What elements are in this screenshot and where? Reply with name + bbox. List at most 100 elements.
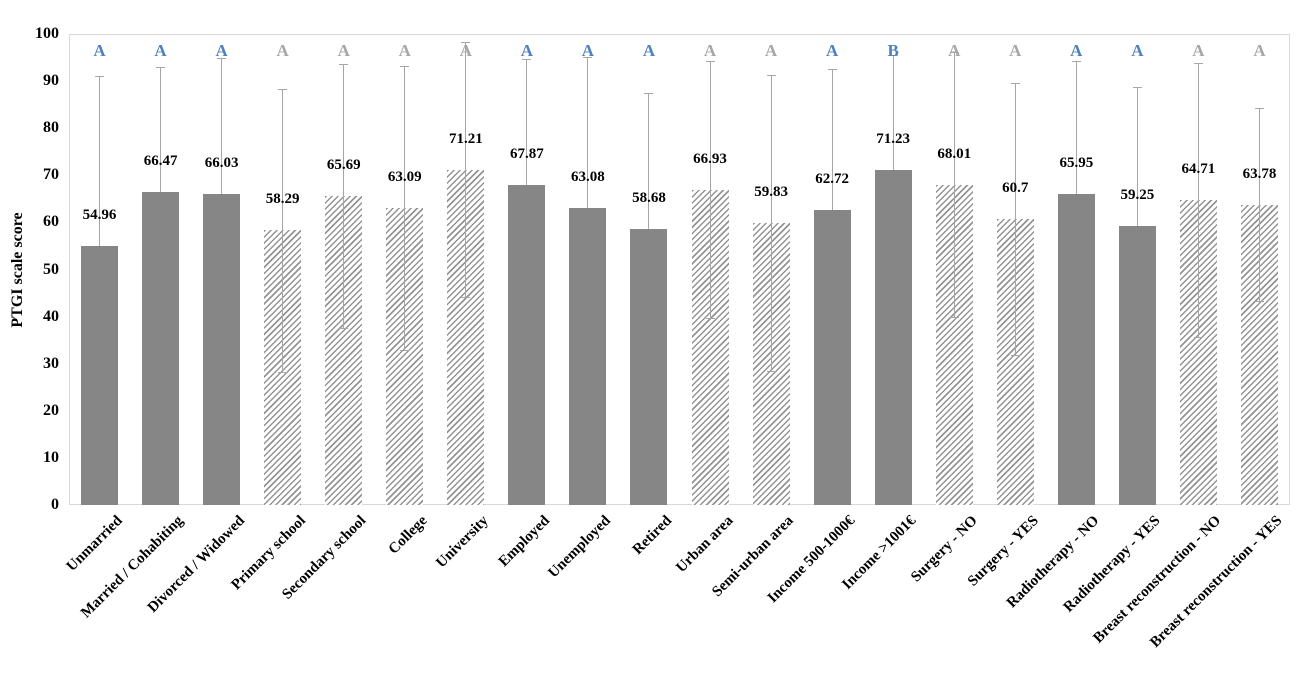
bar-value-label: 54.96 <box>82 207 117 224</box>
y-axis-tick-label: 90 <box>43 72 59 90</box>
error-bar-top-cap <box>705 61 715 63</box>
y-axis-tick-label: 50 <box>43 260 59 278</box>
x-axis-category-label: University <box>433 512 492 572</box>
bar-value-label: 58.29 <box>265 191 300 208</box>
bar-solid <box>81 246 119 505</box>
x-axis-category-label: Unmarried <box>63 512 126 575</box>
significance-letter: A <box>337 41 350 60</box>
x-axis-category-label: Married / Cohabiting <box>78 512 187 622</box>
error-bar-bottom-cap <box>1254 301 1264 303</box>
bar-solid <box>630 228 668 505</box>
bar-value-label: 66.47 <box>143 152 178 169</box>
error-bar-top-cap <box>827 69 837 71</box>
error-bar-line <box>160 66 162 192</box>
significance-letter: A <box>1192 41 1205 60</box>
error-bar-top-cap <box>156 66 166 68</box>
bar-solid <box>813 209 851 505</box>
bar-value-label: 63.08 <box>571 168 605 185</box>
error-bar-line <box>526 58 528 186</box>
error-bar-line <box>404 66 406 350</box>
significance-letter: A <box>154 41 167 60</box>
bar-solid <box>874 169 912 505</box>
plot-area <box>69 34 1290 505</box>
error-bar-line <box>99 76 101 247</box>
error-bar-bottom-cap <box>766 370 776 372</box>
error-bar-line <box>1075 60 1077 195</box>
error-bar-line <box>953 51 955 318</box>
error-bar-top-cap <box>888 54 898 56</box>
error-bar-line <box>648 93 650 229</box>
bar-value-label: 66.03 <box>204 154 239 171</box>
error-bar-top-cap <box>217 58 227 60</box>
error-bar-top-cap <box>644 93 654 95</box>
y-axis-tick-label: 80 <box>43 119 59 137</box>
bar-value-label: 71.21 <box>448 130 483 147</box>
x-axis-category-label: Employed <box>495 512 553 570</box>
error-bar-bottom-cap <box>461 296 471 298</box>
error-bar-bottom-cap <box>949 317 959 319</box>
y-axis-tick-label: 0 <box>51 496 59 513</box>
x-axis-category-label: College <box>385 512 431 558</box>
y-axis-tick-label: 100 <box>35 25 59 42</box>
error-bar-top-cap <box>278 89 288 91</box>
significance-letter: A <box>1131 41 1144 60</box>
significance-letter: A <box>459 41 472 60</box>
significance-letter: A <box>1009 41 1022 60</box>
error-bar-line <box>1014 83 1016 355</box>
error-bar-bottom-cap <box>278 371 288 373</box>
error-bar-top-cap <box>949 51 959 53</box>
bar-solid <box>1118 225 1156 505</box>
bar-solid <box>142 191 180 505</box>
bar-value-label: 58.68 <box>632 189 666 206</box>
error-bar-top-cap <box>1132 86 1142 88</box>
error-bar-line <box>465 42 467 297</box>
error-bar-line <box>1258 107 1260 302</box>
error-bar-line <box>709 61 711 319</box>
error-bar-line <box>282 89 284 372</box>
significance-letter: A <box>93 41 106 60</box>
error-bar-top-cap <box>1071 60 1081 62</box>
error-bar-line <box>1197 63 1199 338</box>
bar-value-label: 63.78 <box>1242 165 1277 182</box>
bar-value-label: 59.83 <box>754 184 788 201</box>
error-bar-line <box>892 54 894 170</box>
error-bar-bottom-cap <box>705 318 715 320</box>
significance-letter: A <box>825 41 839 60</box>
y-axis-tick-label: 70 <box>43 166 59 184</box>
x-axis-category-label: Unemployed <box>545 512 614 582</box>
significance-letter: A <box>642 41 656 60</box>
bar-value-label: 71.23 <box>876 130 911 147</box>
error-bar-bottom-cap <box>400 349 410 351</box>
error-bar-top-cap <box>583 56 593 58</box>
bar-value-label: 65.95 <box>1059 155 1094 172</box>
bar-value-label: 66.93 <box>693 150 727 167</box>
significance-letter: A <box>1070 41 1083 60</box>
significance-letter: A <box>764 41 778 60</box>
y-axis-tick-label: 20 <box>43 401 59 419</box>
y-axis-tick-label: 10 <box>43 448 59 466</box>
significance-letter: A <box>276 41 289 60</box>
bar-solid <box>203 193 241 505</box>
error-bar-top-cap <box>95 76 105 78</box>
error-bar-top-cap <box>461 42 471 44</box>
error-bar-line <box>221 58 223 194</box>
significance-letter: A <box>703 41 717 60</box>
error-bar-line <box>343 63 345 328</box>
error-bar-bottom-cap <box>339 327 349 329</box>
bar-value-label: 67.87 <box>510 146 544 163</box>
error-bar-top-cap <box>1193 63 1203 65</box>
significance-letter: A <box>581 41 595 60</box>
error-bar-line <box>770 75 772 371</box>
y-axis-tick-label: 60 <box>43 213 59 231</box>
error-bar-top-cap <box>400 66 410 68</box>
significance-letter: A <box>1253 41 1266 60</box>
bar-value-label: 63.09 <box>387 168 422 185</box>
error-bar-bottom-cap <box>1010 354 1020 356</box>
significance-letter: A <box>520 41 534 60</box>
error-bar-top-cap <box>1010 83 1020 85</box>
error-bar-line <box>831 69 833 210</box>
bar-solid <box>508 185 546 505</box>
bar-value-label: 65.69 <box>326 156 361 173</box>
y-axis-tick-label: 30 <box>43 354 59 372</box>
